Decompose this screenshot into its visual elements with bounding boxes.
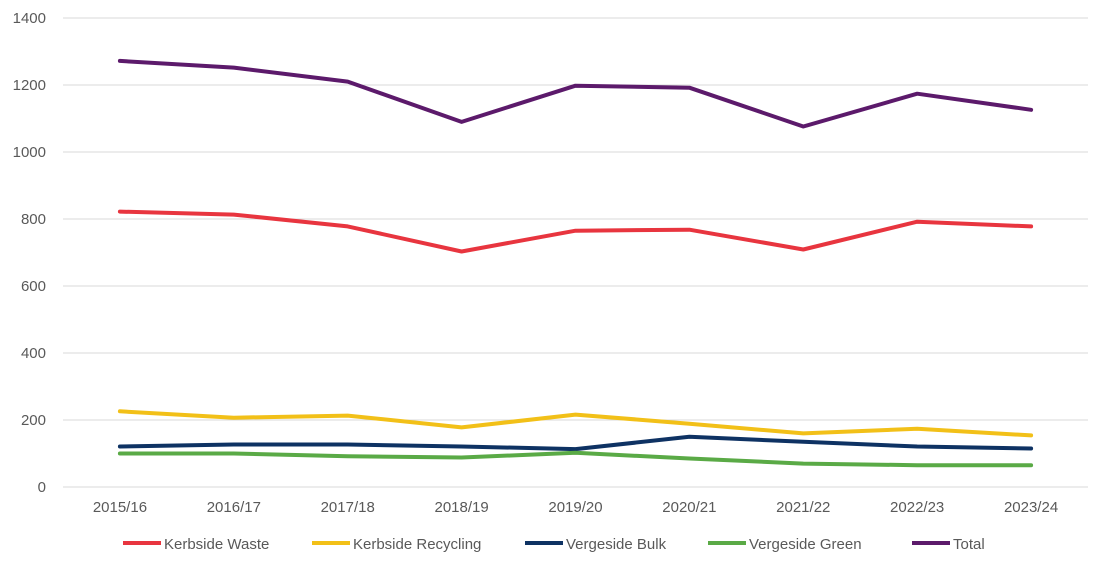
- series-line-vergeside-bulk: [117, 434, 1034, 452]
- series-line-kerbside-waste: [117, 209, 1034, 254]
- x-tick-label: 2015/16: [93, 499, 147, 516]
- series-line-kerbside-recycling: [117, 409, 1034, 438]
- x-tick-label: 2021/22: [776, 499, 830, 516]
- legend-label-total: Total: [953, 536, 985, 553]
- x-tick-label: 2016/17: [207, 499, 261, 516]
- x-tick-label: 2020/21: [662, 499, 716, 516]
- y-tick-label: 800: [21, 211, 46, 228]
- y-tick-label: 1200: [13, 77, 46, 94]
- gridlines: [63, 17, 1088, 488]
- y-tick-label: 1000: [13, 144, 46, 161]
- series-lines: [117, 58, 1034, 468]
- x-tick-label: 2017/18: [321, 499, 375, 516]
- x-tick-label: 2022/23: [890, 499, 944, 516]
- y-tick-label: 1400: [13, 10, 46, 27]
- x-tick-label: 2019/20: [548, 499, 602, 516]
- series-line-vergeside-green: [117, 450, 1034, 468]
- legend-label-kerbside-recycling: Kerbside Recycling: [353, 536, 481, 553]
- legend: Kerbside Waste Kerbside Recycling Vergesid…: [123, 536, 985, 553]
- x-tick-label: 2023/24: [1004, 499, 1058, 516]
- y-tick-label: 600: [21, 278, 46, 295]
- y-tick-label: 400: [21, 345, 46, 362]
- legend-label-vergeside-green: Vergeside Green: [749, 536, 862, 553]
- y-axis-tick-labels: 0 200 400 600 800 1000 1200 1400: [13, 10, 46, 496]
- series-line-total: [117, 58, 1034, 129]
- y-tick-label: 0: [38, 479, 46, 496]
- y-tick-label: 200: [21, 412, 46, 429]
- x-tick-label: 2018/19: [434, 499, 488, 516]
- legend-label-kerbside-waste: Kerbside Waste: [164, 536, 269, 553]
- x-axis-tick-labels: 2015/16 2016/17 2017/18 2018/19 2019/20 2020/…: [93, 499, 1058, 516]
- legend-label-vergeside-bulk: Vergeside Bulk: [566, 536, 667, 553]
